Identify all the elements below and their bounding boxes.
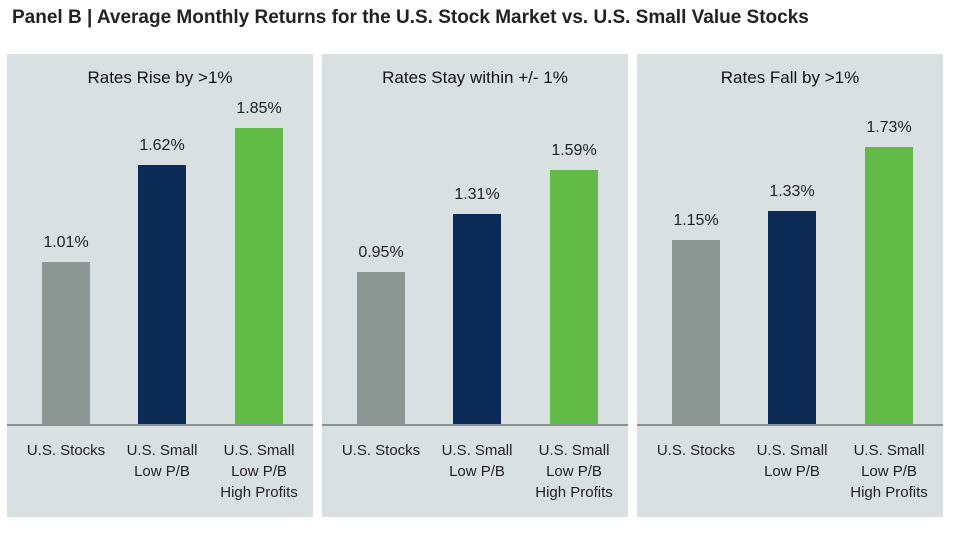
category-label: U.S. Small Low P/B — [126, 442, 198, 480]
panel-title: Rates Stay within +/- 1% — [382, 68, 568, 87]
data-label: 1.59% — [551, 141, 597, 159]
bar — [42, 262, 90, 424]
bar — [768, 211, 816, 424]
bar — [672, 240, 720, 424]
baseline — [322, 424, 628, 426]
category-label: U.S. Small Low P/B High Profits — [535, 442, 613, 501]
data-label: 1.15% — [673, 212, 719, 229]
bar — [235, 128, 283, 424]
category-label: U.S. Small Low P/B — [756, 442, 828, 480]
data-label: 1.01% — [43, 234, 89, 252]
category-label: U.S. Stocks — [26, 442, 106, 459]
panel-2: Rates Stay within +/- 1% 0.95% U.S. Stocks… — [322, 54, 628, 517]
category-label: U.S. Small Low P/B High Profits — [850, 442, 928, 501]
baseline — [637, 424, 943, 426]
category-label: U.S. Stocks — [341, 442, 421, 459]
bar — [453, 214, 501, 424]
bar — [550, 169, 598, 424]
data-label: 1.31% — [454, 186, 500, 204]
chart-title: Panel B | Average Monthly Returns for th… — [12, 7, 809, 28]
data-label: 1.62% — [139, 136, 185, 154]
baseline — [7, 424, 313, 426]
category-label: U.S. Stocks — [656, 442, 736, 459]
data-label: 1.33% — [769, 183, 815, 201]
panel-3: Rates Fall by >1% 1.15% U.S. Stocks 1.33% U.… — [637, 54, 943, 517]
bar — [138, 164, 186, 424]
data-label: 1.73% — [866, 119, 912, 137]
data-label: 0.95% — [358, 244, 404, 261]
panel-title: Rates Rise by >1% — [87, 68, 233, 87]
data-label: 1.85% — [236, 100, 282, 117]
bar — [865, 147, 913, 424]
panel-1: Rates Rise by >1% 1.01% U.S. Stocks 1.62% U.… — [7, 54, 313, 517]
category-label: U.S. Small Low P/B High Profits — [220, 442, 298, 501]
panel-title: Rates Fall by >1% — [720, 68, 860, 87]
category-label: U.S. Small Low P/B — [441, 442, 513, 480]
bar — [357, 272, 405, 424]
